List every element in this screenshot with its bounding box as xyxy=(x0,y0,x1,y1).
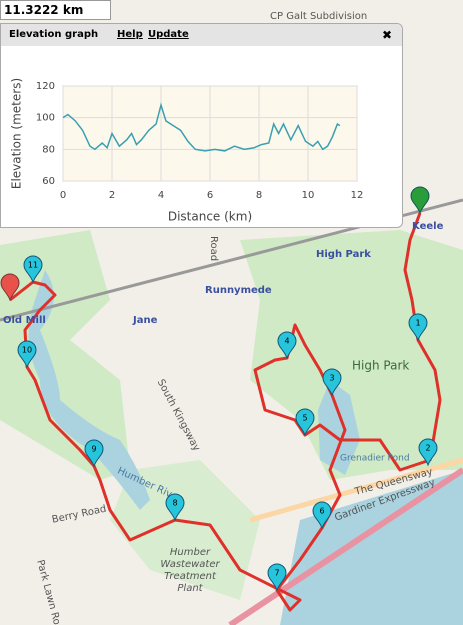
map-label: Runnymede xyxy=(205,285,272,296)
map-label: Keele xyxy=(412,221,444,232)
map-label: CP Galt Subdivision xyxy=(270,11,367,22)
marker-label: 10 xyxy=(22,346,32,355)
map-label: Grenadier Pond xyxy=(340,454,410,464)
x-axis-label: Distance (km) xyxy=(168,210,252,224)
map-label: Plant xyxy=(177,583,203,594)
x-tick-label: 6 xyxy=(207,190,213,201)
map-label: Old Mill xyxy=(3,315,46,326)
y-tick-label: 80 xyxy=(42,144,55,155)
map-label: Jane xyxy=(132,315,158,326)
map-label: Wastewater xyxy=(160,559,220,570)
x-tick-label: 2 xyxy=(109,190,115,201)
marker-label: 4 xyxy=(284,337,289,346)
highway xyxy=(228,467,463,625)
distance-box: 11.3222 km xyxy=(0,0,111,20)
y-axis-label: Elevation (meters) xyxy=(10,78,24,189)
y-tick-label: 100 xyxy=(36,113,55,124)
update-link[interactable]: Update xyxy=(148,29,189,40)
marker-label: 2 xyxy=(425,444,430,453)
marker-label: 5 xyxy=(302,414,307,423)
lake xyxy=(280,470,463,625)
x-tick-label: 8 xyxy=(256,190,262,201)
map-label: High Park xyxy=(352,359,409,373)
park xyxy=(240,230,463,480)
x-tick-label: 4 xyxy=(158,190,164,201)
road xyxy=(249,457,463,523)
marker-label: 1 xyxy=(415,319,420,328)
x-tick-label: 10 xyxy=(302,190,315,201)
map-label: Road xyxy=(208,236,219,261)
x-tick-label: 12 xyxy=(351,190,364,201)
elevation-chart: 0 2 4 6 8 10 12 60 80 100 120 Distance (km) Elevatio… xyxy=(10,78,364,224)
park xyxy=(0,230,130,480)
map-label: Treatment xyxy=(164,571,217,582)
marker-label: 6 xyxy=(319,507,324,516)
x-tick-label: 0 xyxy=(60,190,66,201)
panel-header: Elevation graph Help Update ✖ xyxy=(1,24,402,46)
elevation-panel: Elevation graph Help Update ✖ 0 2 4 6 8 10 12 6… xyxy=(0,23,403,228)
map-label: High Park xyxy=(316,249,371,260)
close-button[interactable]: ✖ xyxy=(381,28,392,42)
marker-label: 8 xyxy=(172,499,177,508)
elevation-line xyxy=(62,102,341,152)
marker-label: 3 xyxy=(329,374,334,383)
pond xyxy=(318,380,360,475)
marker-label: 7 xyxy=(274,569,279,578)
help-link[interactable]: Help xyxy=(117,29,143,40)
map-label: Humber xyxy=(170,547,211,558)
river xyxy=(28,270,151,510)
panel-title: Elevation graph xyxy=(9,29,99,40)
y-tick-label: 120 xyxy=(36,81,55,92)
marker-label: 9 xyxy=(91,445,96,454)
route xyxy=(9,212,442,612)
marker-label: 11 xyxy=(28,261,38,270)
y-tick-label: 60 xyxy=(42,176,55,187)
